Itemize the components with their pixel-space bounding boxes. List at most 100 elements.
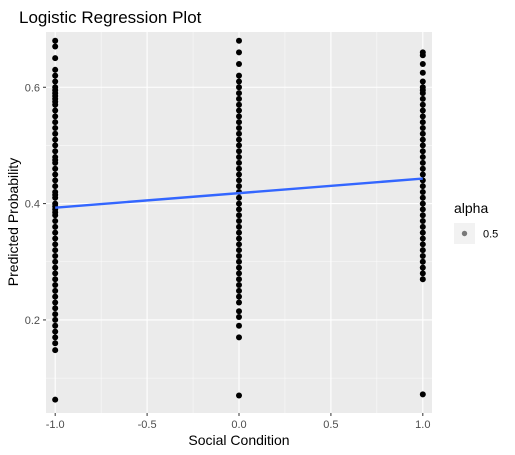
- data-point: [236, 299, 242, 306]
- y-axis-title: Predicted Probability: [5, 158, 21, 286]
- data-point: [52, 177, 59, 184]
- data-point: [52, 113, 59, 120]
- data-point: [52, 124, 59, 131]
- data-point: [236, 154, 242, 161]
- data-point: [236, 293, 242, 300]
- data-point: [52, 43, 59, 50]
- data-point: [52, 183, 59, 190]
- data-point: [236, 148, 242, 155]
- data-point: [236, 314, 242, 321]
- data-point: [52, 165, 59, 172]
- data-point: [419, 52, 426, 59]
- data-point: [419, 264, 426, 271]
- data-point: [419, 124, 426, 131]
- data-point: [236, 258, 242, 265]
- data-point: [236, 171, 242, 178]
- data-point: [236, 252, 242, 259]
- chart-title: Logistic Regression Plot: [19, 8, 202, 27]
- data-point: [419, 113, 426, 120]
- legend-label: 0.5: [483, 229, 498, 241]
- data-point: [419, 159, 426, 166]
- data-point: [236, 287, 242, 294]
- data-point: [236, 183, 242, 190]
- data-points: [52, 37, 426, 403]
- data-point: [52, 305, 59, 312]
- data-point: [52, 247, 59, 254]
- data-point: [236, 159, 242, 166]
- data-point: [236, 223, 242, 230]
- data-point: [52, 55, 59, 62]
- data-point: [236, 84, 242, 91]
- x-tick-label: 0.0: [231, 419, 246, 431]
- data-point: [419, 142, 426, 149]
- data-point: [236, 119, 242, 126]
- data-point: [236, 194, 242, 201]
- data-point: [419, 107, 426, 114]
- legend-key-point: [461, 230, 468, 237]
- data-point: [236, 241, 242, 248]
- data-point: [52, 258, 59, 265]
- y-axis-ticks: 0.2 0.4 0.6: [25, 82, 46, 327]
- data-point: [419, 130, 426, 137]
- data-point: [52, 212, 59, 219]
- data-point: [236, 60, 242, 67]
- data-point: [236, 282, 242, 289]
- data-point: [419, 171, 426, 178]
- data-point: [236, 308, 242, 315]
- data-point: [52, 130, 59, 137]
- data-point: [52, 218, 59, 225]
- data-point: [52, 340, 59, 347]
- data-point: [419, 252, 426, 259]
- data-point: [236, 229, 242, 236]
- data-point: [236, 247, 242, 254]
- x-tick-label: -0.5: [138, 419, 157, 431]
- data-point: [52, 107, 59, 114]
- data-point: [236, 212, 242, 219]
- data-point: [419, 69, 426, 76]
- data-point: [236, 235, 242, 242]
- data-point: [52, 142, 59, 149]
- data-point: [236, 49, 242, 56]
- data-point: [236, 334, 242, 341]
- data-point: [419, 60, 426, 67]
- data-point: [236, 136, 242, 143]
- data-point: [419, 78, 426, 85]
- data-point: [52, 194, 59, 201]
- y-tick-label: 0.6: [25, 82, 40, 94]
- data-point: [236, 392, 242, 399]
- data-point: [419, 241, 426, 248]
- x-tick-label: 0.5: [323, 419, 338, 431]
- data-point: [419, 183, 426, 190]
- data-point: [52, 334, 59, 341]
- data-point: [419, 206, 426, 213]
- data-point: [52, 287, 59, 294]
- data-point: [52, 270, 59, 277]
- data-point: [52, 347, 59, 354]
- data-point: [419, 101, 426, 108]
- data-point: [236, 264, 242, 271]
- data-point: [52, 276, 59, 283]
- data-point: [52, 223, 59, 230]
- data-point: [419, 200, 426, 207]
- data-point: [236, 113, 242, 120]
- regression-line: [55, 177, 423, 209]
- data-point: [419, 212, 426, 219]
- data-point: [52, 119, 59, 126]
- x-tick-label: -1.0: [46, 419, 65, 431]
- x-axis-title: Social Condition: [188, 432, 289, 448]
- data-point: [52, 282, 59, 289]
- data-point: [52, 229, 59, 236]
- data-point: [236, 124, 242, 131]
- legend-title: alpha: [454, 200, 488, 216]
- data-point: [419, 154, 426, 161]
- data-point: [419, 276, 426, 283]
- data-point: [52, 171, 59, 178]
- data-point: [419, 270, 426, 277]
- data-point: [236, 130, 242, 137]
- data-point: [236, 72, 242, 79]
- data-point: [236, 37, 242, 44]
- data-point: [52, 322, 59, 329]
- data-point: [419, 188, 426, 195]
- data-point: [52, 293, 59, 300]
- data-point: [52, 252, 59, 259]
